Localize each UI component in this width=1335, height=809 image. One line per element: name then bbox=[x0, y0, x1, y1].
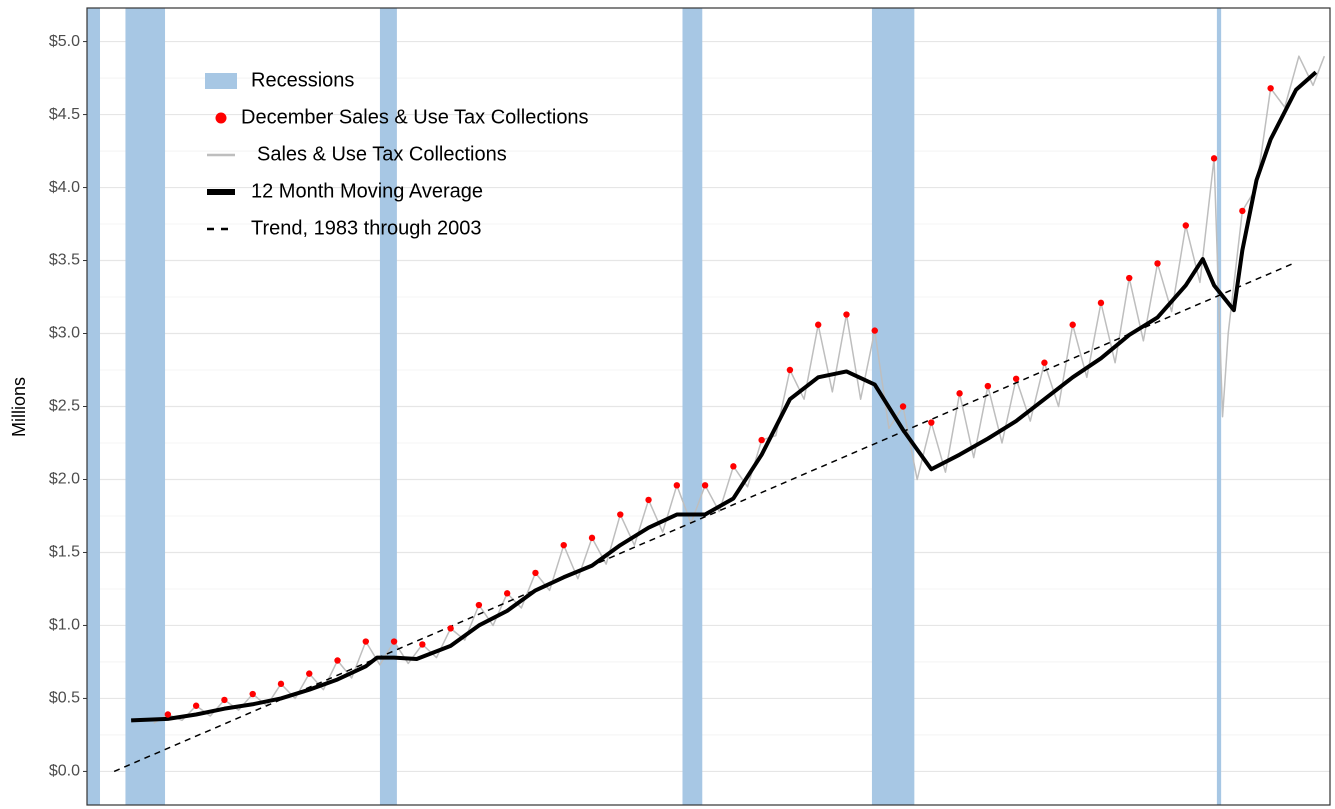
december-point bbox=[1267, 85, 1274, 92]
y-tick-label: $0.5 bbox=[49, 690, 80, 707]
recession-band bbox=[125, 8, 166, 805]
december-point bbox=[786, 366, 794, 374]
december-point bbox=[1239, 207, 1246, 215]
december-point bbox=[503, 590, 511, 597]
legend-label: 12 Month Moving Average bbox=[251, 180, 483, 202]
december-point bbox=[334, 657, 341, 664]
december-point bbox=[1210, 155, 1218, 162]
plot bbox=[87, 8, 1326, 805]
december-point bbox=[1126, 274, 1133, 282]
december-point bbox=[1154, 260, 1161, 267]
december-point bbox=[899, 403, 907, 410]
line-series bbox=[153, 55, 1326, 724]
december-point bbox=[928, 419, 935, 426]
legend-swatch bbox=[215, 112, 227, 124]
december-point bbox=[1069, 321, 1076, 328]
december-point bbox=[1097, 299, 1105, 307]
december-point bbox=[758, 436, 765, 444]
december-point bbox=[221, 696, 228, 704]
december-point bbox=[956, 390, 963, 397]
y-axis-label: Millions bbox=[9, 377, 29, 437]
recession-band bbox=[87, 8, 101, 805]
y-tick-label: $3.0 bbox=[49, 325, 80, 342]
legend-label: December Sales & Use Tax Collections bbox=[241, 106, 589, 128]
december-point bbox=[588, 534, 596, 542]
december-point bbox=[475, 601, 483, 609]
plot-border bbox=[86, 7, 1331, 806]
december-point bbox=[362, 638, 369, 645]
y-tick-label: $3.5 bbox=[49, 252, 80, 269]
december-point bbox=[447, 625, 454, 632]
december-point bbox=[1012, 375, 1020, 382]
y-tick-label: $5.0 bbox=[49, 33, 80, 50]
december-point bbox=[164, 711, 172, 718]
y-tick-label: $2.5 bbox=[49, 398, 80, 415]
december-point bbox=[249, 690, 256, 698]
thick-series bbox=[131, 70, 1318, 723]
december-point bbox=[560, 541, 567, 549]
december-point bbox=[701, 482, 709, 489]
december-point bbox=[815, 321, 822, 328]
december-point bbox=[984, 382, 992, 390]
recession-band bbox=[871, 8, 915, 805]
december-point bbox=[1041, 359, 1048, 366]
recession-band bbox=[1216, 8, 1222, 805]
legend-label: Sales & Use Tax Collections bbox=[257, 143, 507, 165]
legend-swatch bbox=[205, 73, 237, 89]
december-point bbox=[390, 638, 398, 645]
y-tick-label: $2.0 bbox=[49, 471, 80, 488]
recession-band bbox=[379, 8, 397, 805]
y-tick-label: $1.0 bbox=[49, 617, 80, 634]
december-point bbox=[843, 311, 850, 318]
recession-band bbox=[682, 8, 703, 805]
y-tick-label: $4.0 bbox=[49, 179, 80, 196]
december-point bbox=[419, 641, 426, 648]
dashed-series bbox=[113, 262, 1294, 773]
y-tick-label: $1.5 bbox=[49, 544, 80, 561]
december-point bbox=[730, 463, 737, 470]
december-point bbox=[532, 569, 539, 577]
december-point bbox=[617, 511, 624, 518]
december-point bbox=[277, 680, 285, 688]
december-point bbox=[673, 482, 681, 489]
december-point bbox=[306, 670, 313, 677]
december-point bbox=[871, 327, 878, 334]
legend-label: Trend, 1983 through 2003 bbox=[251, 217, 482, 239]
legend-label: Recessions bbox=[251, 69, 354, 91]
december-point bbox=[1182, 222, 1189, 229]
december-point bbox=[645, 496, 652, 504]
y-tick-label: $0.0 bbox=[49, 763, 80, 780]
december-point bbox=[192, 702, 200, 709]
y-tick-label: $4.5 bbox=[49, 106, 80, 123]
